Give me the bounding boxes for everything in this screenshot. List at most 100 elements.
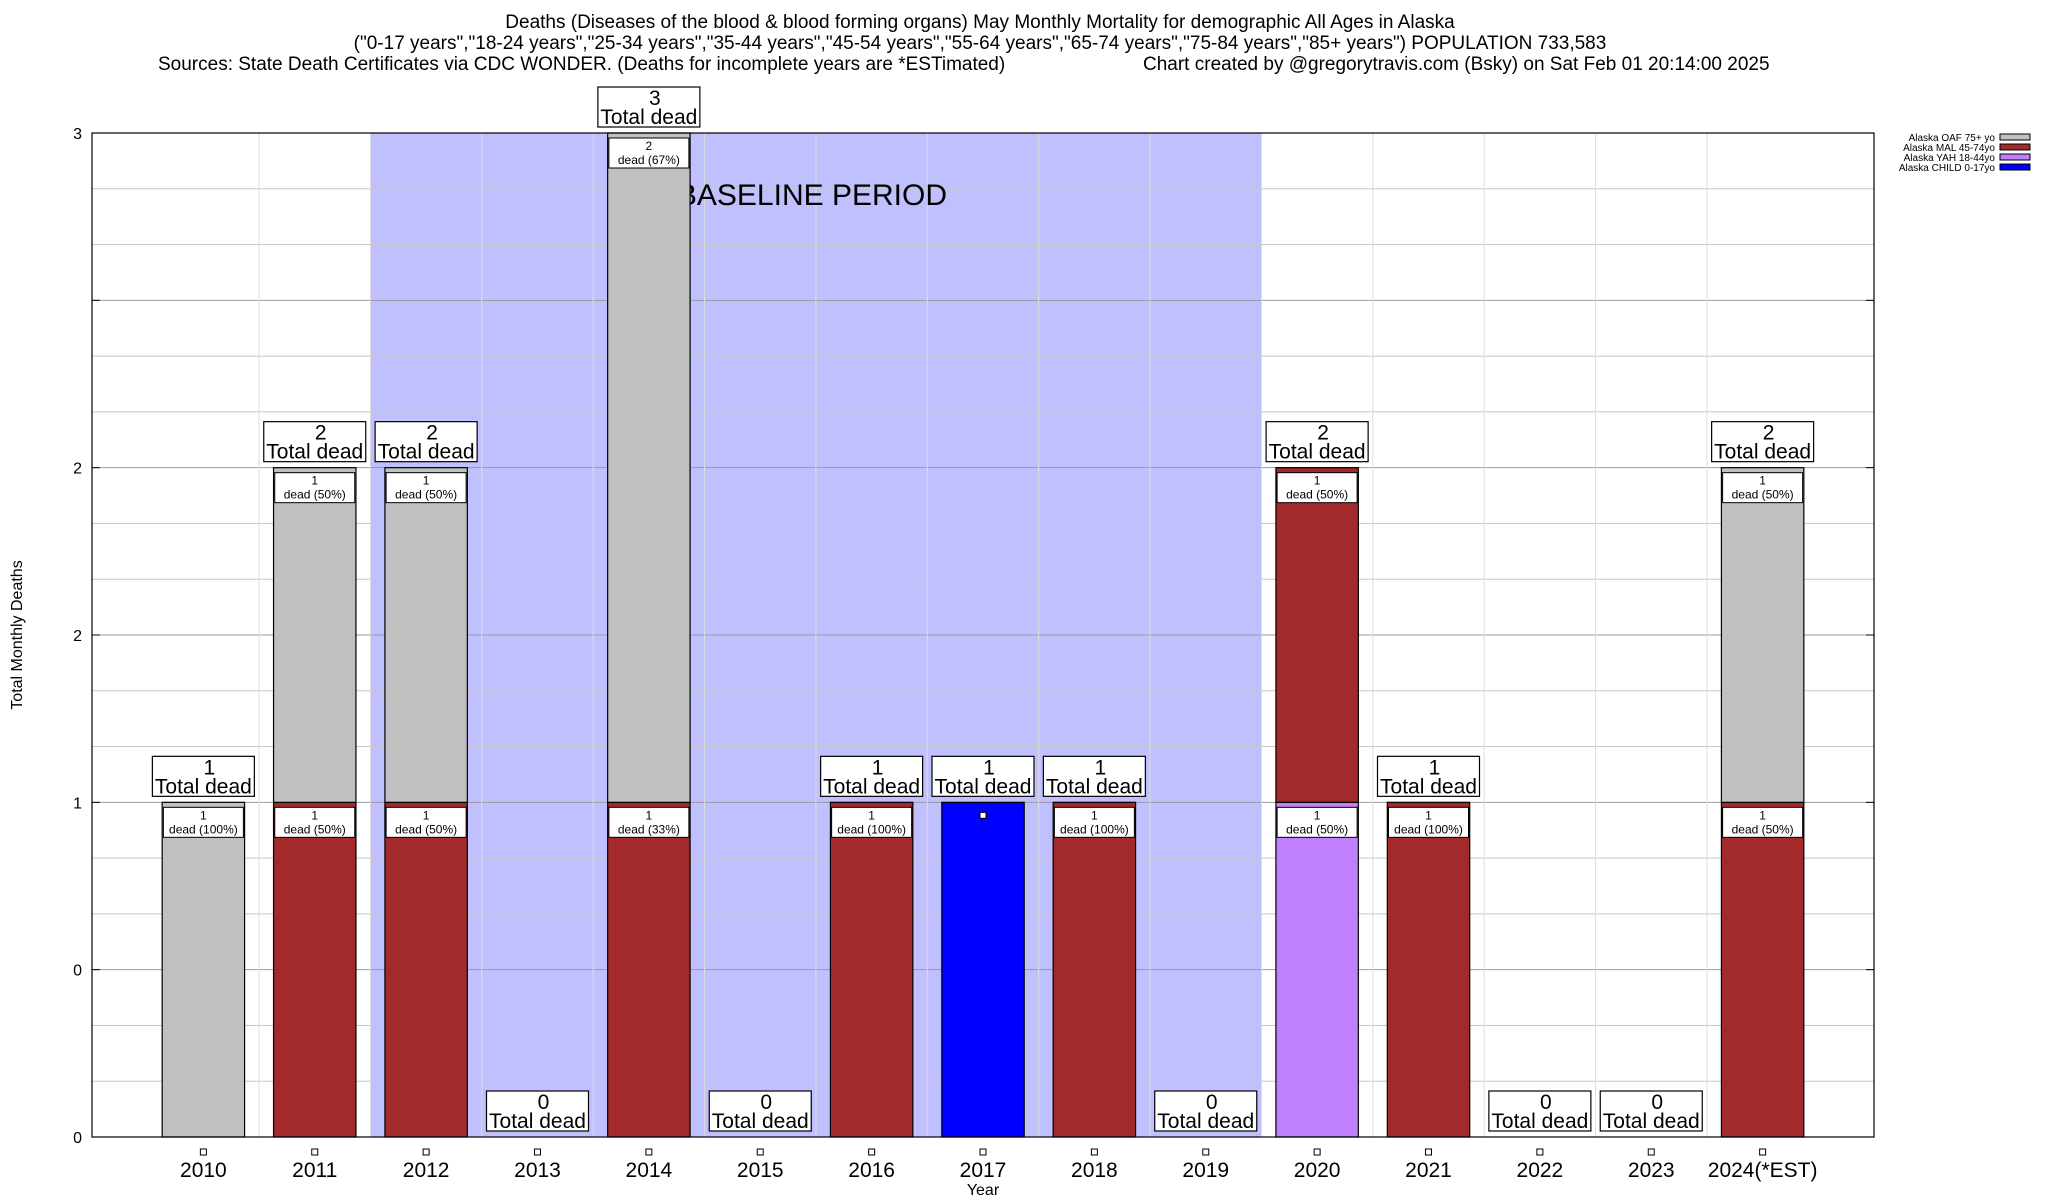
total-label-box	[1042, 755, 1146, 797]
category-marker	[534, 1148, 541, 1156]
total-label-box	[1376, 755, 1481, 797]
total-label-value: 2	[426, 422, 438, 445]
segment-label-count: 1	[1314, 808, 1321, 822]
total-label-value: 0	[760, 1091, 772, 1114]
category-marker	[1647, 1148, 1655, 1156]
segment-label-count: 1	[1759, 808, 1766, 822]
total-label-text: Total dead	[600, 106, 697, 129]
total-label-value: 0	[538, 1091, 550, 1114]
legend-swatch	[1999, 143, 2031, 151]
total-label-value: 1	[1429, 756, 1441, 779]
segment-label-box	[385, 806, 467, 838]
segment-label-box	[831, 806, 913, 838]
segment-marker	[979, 811, 987, 819]
y-tick-label: 2	[73, 461, 82, 478]
category-marker	[311, 1148, 319, 1156]
x-tick-label: 2024(*EST)	[1708, 1159, 1818, 1182]
segment-label-box	[1276, 472, 1358, 504]
category-marker	[1425, 1148, 1432, 1156]
category-marker	[756, 1148, 764, 1156]
total-label-value: 0	[1651, 1091, 1663, 1114]
baseline-period-label: BASELINE PERIOD	[677, 179, 947, 212]
x-tick-label: 2023	[1628, 1159, 1675, 1182]
category-marker	[645, 1148, 653, 1156]
total-label-text: Total dead	[489, 1110, 586, 1133]
x-tick-label: 2022	[1517, 1159, 1564, 1182]
segment-label-text: dead (100%)	[1394, 822, 1463, 836]
total-label-text: Total dead	[1046, 775, 1143, 798]
y-tick-label: 3	[73, 126, 82, 143]
total-label-text: Total dead	[935, 775, 1032, 798]
total-label-value: 1	[872, 756, 884, 779]
x-tick-label: 2013	[514, 1159, 561, 1182]
segment-label-text: dead (50%)	[1732, 822, 1794, 836]
total-label-box	[597, 86, 701, 128]
segment-label-box	[1722, 472, 1804, 504]
segment-label-count: 1	[423, 808, 430, 822]
total-label-box	[820, 755, 924, 797]
total-label-value: 1	[204, 756, 216, 779]
total-label-value: 3	[649, 87, 661, 110]
total-label-value: 2	[315, 422, 327, 445]
bar-segment	[1275, 467, 1359, 803]
legend-entry-label: Alaska YAH 18-44yo	[1904, 153, 1996, 164]
x-tick-label: 2019	[1182, 1159, 1229, 1182]
total-label-text: Total dead	[266, 441, 363, 464]
x-tick-label: 2020	[1294, 1159, 1341, 1182]
bar-segment	[941, 801, 1025, 1138]
segment-label-count: 1	[1759, 474, 1766, 488]
segment-label-box	[274, 472, 356, 504]
bar-segment	[384, 467, 468, 803]
segment-label-text: dead (50%)	[395, 822, 457, 836]
total-label-text: Total dead	[155, 775, 252, 798]
category-marker	[199, 1148, 207, 1156]
total-label-text: Total dead	[712, 1110, 809, 1133]
bar-segment	[1720, 467, 1805, 803]
segment-label-count: 1	[311, 808, 318, 822]
legend-swatch	[1999, 163, 2031, 171]
segment-label-box	[274, 806, 356, 838]
segment-label-box	[1388, 806, 1469, 838]
segment-label-box	[162, 806, 244, 838]
chart-credit: Chart created by @gregorytravis.com (Bsk…	[1143, 54, 1770, 75]
category-marker	[1536, 1148, 1544, 1156]
legend-entry-label: Alaska MAL 45-74yo	[1903, 143, 1995, 154]
segment-label-count: 1	[1425, 808, 1432, 822]
total-label-box	[1154, 1090, 1258, 1132]
total-label-text: Total dead	[1714, 441, 1811, 464]
total-label-text: Total dead	[1380, 775, 1477, 798]
x-tick-label: 2018	[1071, 1159, 1118, 1182]
x-tick-label: 2015	[737, 1159, 784, 1182]
total-label-value: 2	[1317, 422, 1329, 445]
segment-label-text: dead (50%)	[1286, 488, 1348, 502]
x-tick-label: 2016	[848, 1159, 895, 1182]
y-tick-label: 1	[73, 795, 82, 812]
segment-label-text: dead (33%)	[618, 822, 680, 836]
bar-segment	[384, 801, 468, 1138]
total-label-box	[1711, 421, 1815, 463]
total-label-box	[1599, 1090, 1703, 1132]
bar-segment	[607, 801, 691, 1138]
y-tick-label: 2	[73, 628, 82, 645]
total-label-value: 1	[983, 756, 995, 779]
total-label-value: 0	[1540, 1091, 1552, 1114]
y-tick-label: 0	[73, 1130, 82, 1147]
bar-segment	[1720, 801, 1805, 1138]
segment-label-text: dead (100%)	[837, 822, 906, 836]
bar-segment	[1386, 801, 1471, 1138]
segment-label-text: dead (67%)	[618, 153, 680, 167]
legend-swatch	[1999, 133, 2031, 141]
total-label-text: Total dead	[823, 775, 920, 798]
total-label-value: 2	[1763, 422, 1775, 445]
total-label-box	[1265, 421, 1369, 463]
category-marker	[979, 1148, 987, 1156]
total-label-text: Total dead	[1603, 1110, 1700, 1133]
segment-label-text: dead (50%)	[1286, 822, 1348, 836]
bar-segment	[1052, 801, 1137, 1138]
total-label-box	[485, 1090, 590, 1132]
total-label-box	[374, 421, 478, 463]
segment-label-count: 1	[646, 808, 653, 822]
x-tick-label: 2011	[292, 1159, 337, 1182]
total-label-text: Total dead	[1491, 1110, 1588, 1133]
